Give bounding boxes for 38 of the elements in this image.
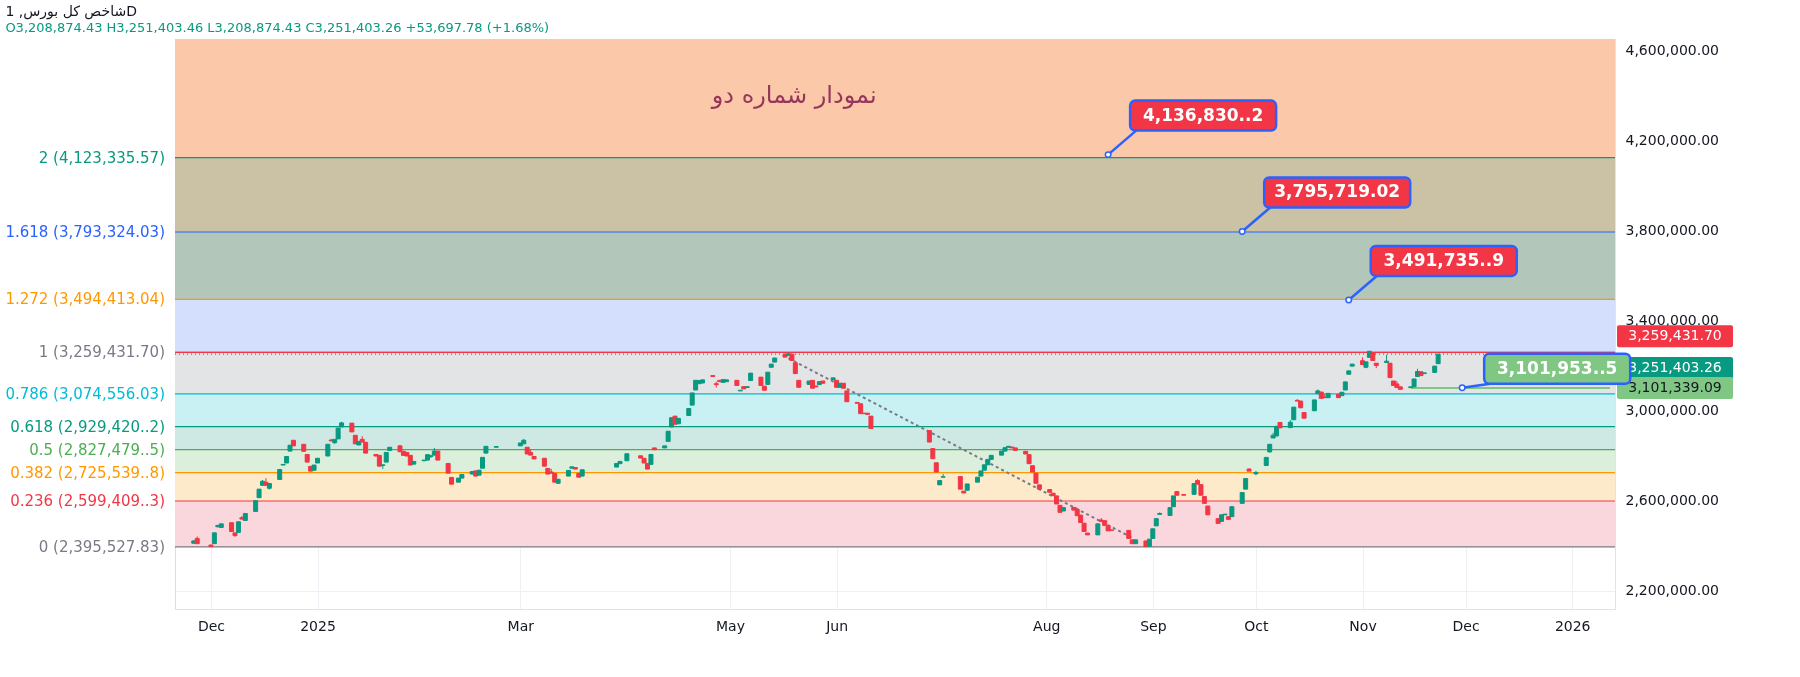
ref-line-label: 3,251,403.26 [1628, 359, 1722, 376]
y-tick-label: 4,200,000.00 [1625, 131, 1720, 148]
band-label: 1.272 (3,494,413.04) [5, 290, 165, 309]
band-label: 0.786 (3,074,556.03) [5, 384, 165, 403]
x-tick-label: Dec [197, 617, 225, 634]
annotation: 3,795,719.02 [1274, 181, 1401, 202]
x-tick-label: Mar [507, 617, 535, 634]
band-label: 0 (2,395,527.83) [38, 537, 165, 556]
y-tick-label: 3,400,000.00 [1625, 312, 1720, 329]
chart-title: شاخص کل بورس, 1D [5, 3, 137, 20]
band-label: 0.382 (2,725,539..8) [10, 463, 165, 482]
band-label: 1 (3,259,431.70) [38, 343, 165, 362]
x-tick-label: Sep [1140, 617, 1167, 634]
series-label: 3,101,339.09 [1628, 378, 1722, 395]
band-label: 2 (4,123,335.57) [38, 148, 165, 167]
band-label: 0.618 (2,929,420..2) [10, 417, 165, 436]
x-tick-label: May [716, 617, 745, 634]
ref-line-label: 3,259,431.70 [1628, 327, 1722, 344]
y-tick-label: 2,200,000.00 [1625, 582, 1720, 599]
annotation: 4,136,830..2 [1142, 104, 1264, 125]
x-tick-label: Nov [1349, 617, 1377, 634]
annotation: 3,101,953..5 [1496, 357, 1618, 378]
annotation: 3,491,735..9 [1383, 249, 1504, 270]
x-tick-label: Dec [1452, 617, 1480, 634]
y-tick-label: 3,800,000.00 [1625, 222, 1720, 238]
y-tick-label: 4,600,000.00 [1625, 41, 1720, 58]
annotation: نمودار شماره دو [710, 81, 877, 109]
y-tick-label: 3,000,000.00 [1625, 402, 1720, 419]
band-label: 1.618 (3,793,324.03) [5, 223, 165, 242]
x-tick-label: Aug [1033, 617, 1061, 634]
x-tick-label: 2025 [300, 617, 336, 634]
band-label: 0.5 (2,827,479..5) [29, 440, 165, 459]
band-label: 0.236 (2,599,409..3) [10, 491, 165, 510]
y-tick-label: 2,600,000.00 [1625, 492, 1720, 509]
x-tick-label: Jun [825, 617, 848, 634]
x-tick-label: 2026 [1554, 617, 1591, 634]
x-tick-label: Oct [1244, 617, 1270, 634]
chart-subtitle: O3,208,874.43 H3,251,403.46 L3,208,874.43 C3,251,403.26 +53,697.78 (+1.68%) [5, 20, 550, 35]
